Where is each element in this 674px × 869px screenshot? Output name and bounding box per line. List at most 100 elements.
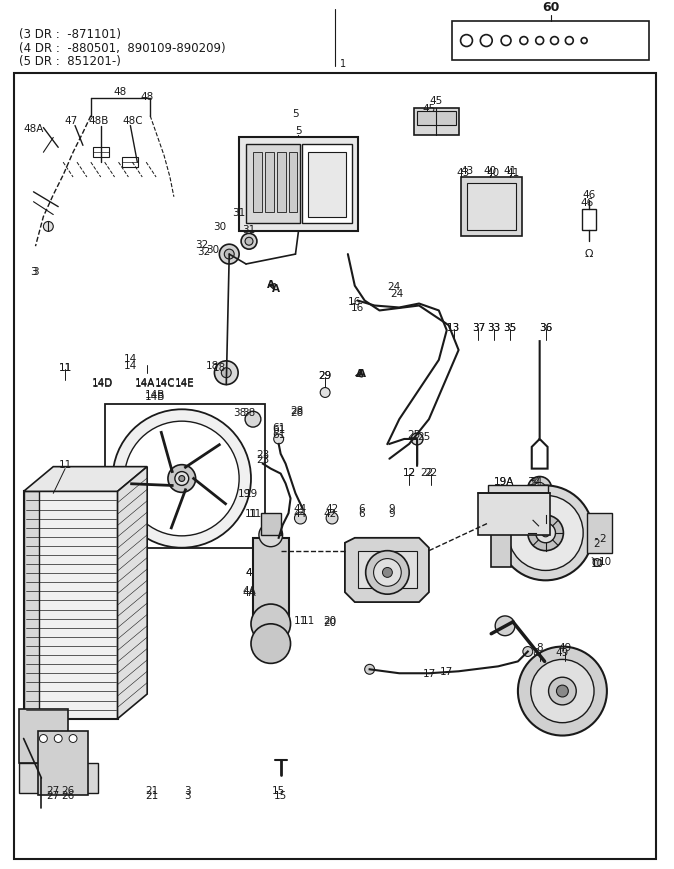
- Bar: [479, 494, 549, 535]
- Text: 42: 42: [326, 503, 338, 514]
- Circle shape: [295, 513, 307, 524]
- Bar: [277, 153, 286, 212]
- Bar: [452, 22, 649, 61]
- Text: 15: 15: [272, 785, 285, 795]
- Text: A: A: [358, 368, 366, 378]
- Circle shape: [382, 567, 392, 578]
- Text: 12: 12: [402, 467, 416, 477]
- Text: 6: 6: [359, 508, 365, 519]
- Text: 30: 30: [206, 245, 219, 255]
- Text: 4: 4: [246, 567, 252, 578]
- Text: 14A: 14A: [135, 377, 156, 388]
- Text: Ω: Ω: [585, 249, 593, 259]
- Text: 61: 61: [272, 429, 285, 440]
- Text: 48: 48: [141, 92, 154, 102]
- Text: 3: 3: [185, 785, 191, 795]
- Text: 61: 61: [272, 422, 285, 433]
- Text: 37: 37: [472, 323, 485, 333]
- Bar: [466, 183, 516, 231]
- Text: 8: 8: [537, 642, 543, 652]
- Polygon shape: [117, 468, 147, 719]
- Bar: [253, 153, 262, 212]
- Circle shape: [528, 477, 551, 501]
- Circle shape: [69, 734, 77, 743]
- Circle shape: [175, 472, 189, 486]
- Bar: [24, 492, 117, 719]
- Bar: [358, 551, 417, 588]
- Circle shape: [481, 36, 492, 48]
- Circle shape: [534, 483, 545, 494]
- Text: A: A: [272, 283, 280, 294]
- Bar: [488, 486, 547, 515]
- Text: 45: 45: [423, 103, 435, 114]
- Text: 14D: 14D: [92, 378, 113, 388]
- Circle shape: [557, 686, 568, 697]
- Bar: [239, 138, 358, 232]
- Circle shape: [274, 434, 284, 444]
- Text: 34: 34: [527, 477, 541, 487]
- Bar: [308, 153, 346, 217]
- Polygon shape: [345, 538, 429, 602]
- Text: 9: 9: [388, 508, 395, 519]
- Circle shape: [245, 412, 261, 428]
- Circle shape: [320, 388, 330, 398]
- Text: 27: 27: [47, 785, 60, 795]
- Text: 32: 32: [197, 247, 210, 257]
- Text: 11: 11: [302, 615, 315, 625]
- Text: 29: 29: [319, 370, 332, 381]
- Text: 21: 21: [146, 790, 159, 800]
- Text: 44: 44: [294, 508, 307, 519]
- Text: 11: 11: [59, 459, 71, 469]
- Bar: [93, 148, 109, 158]
- Text: 2: 2: [594, 538, 601, 548]
- Text: 19: 19: [245, 488, 257, 499]
- Bar: [253, 538, 288, 622]
- Circle shape: [366, 551, 409, 594]
- Circle shape: [373, 559, 401, 587]
- Text: 26: 26: [61, 785, 75, 795]
- Text: 15: 15: [274, 790, 287, 800]
- Text: (4 DR :  -880501,  890109-890209): (4 DR : -880501, 890109-890209): [19, 42, 225, 55]
- Circle shape: [498, 486, 593, 580]
- Text: 14B: 14B: [145, 390, 165, 400]
- Text: 17: 17: [423, 668, 435, 679]
- Circle shape: [518, 647, 607, 736]
- Circle shape: [125, 421, 239, 536]
- Text: 10: 10: [599, 556, 612, 566]
- Text: 25: 25: [417, 432, 430, 441]
- Bar: [587, 514, 612, 553]
- Text: 27: 27: [47, 790, 60, 800]
- Circle shape: [179, 476, 185, 482]
- Bar: [19, 763, 98, 793]
- Text: 18: 18: [213, 362, 226, 372]
- Text: 16: 16: [348, 296, 361, 306]
- Text: 60: 60: [542, 1, 559, 14]
- Circle shape: [326, 513, 338, 524]
- Text: 34: 34: [529, 477, 543, 487]
- Text: 46: 46: [580, 197, 594, 208]
- Text: 36: 36: [539, 323, 552, 333]
- Text: 14E: 14E: [175, 377, 195, 388]
- Text: 14: 14: [124, 354, 137, 363]
- Text: 14A: 14A: [135, 378, 156, 388]
- Circle shape: [528, 515, 563, 551]
- Text: (5 DR :  851201-): (5 DR : 851201-): [19, 56, 121, 69]
- Circle shape: [551, 37, 559, 45]
- Text: 6: 6: [359, 503, 365, 514]
- Text: 36: 36: [539, 323, 552, 333]
- Bar: [38, 731, 88, 795]
- Text: 38: 38: [233, 408, 246, 418]
- Text: 11: 11: [59, 362, 71, 372]
- Text: 33: 33: [487, 323, 501, 333]
- Text: 19A: 19A: [494, 477, 514, 487]
- Text: 45: 45: [429, 96, 443, 106]
- Text: 43: 43: [457, 168, 470, 178]
- Text: 14E: 14E: [175, 378, 195, 388]
- Text: 41: 41: [503, 166, 517, 176]
- Text: 20: 20: [324, 615, 336, 625]
- Text: 13: 13: [447, 323, 460, 333]
- Text: 13: 13: [447, 323, 460, 333]
- Circle shape: [251, 604, 290, 644]
- Circle shape: [542, 529, 549, 537]
- Text: 40: 40: [487, 168, 499, 178]
